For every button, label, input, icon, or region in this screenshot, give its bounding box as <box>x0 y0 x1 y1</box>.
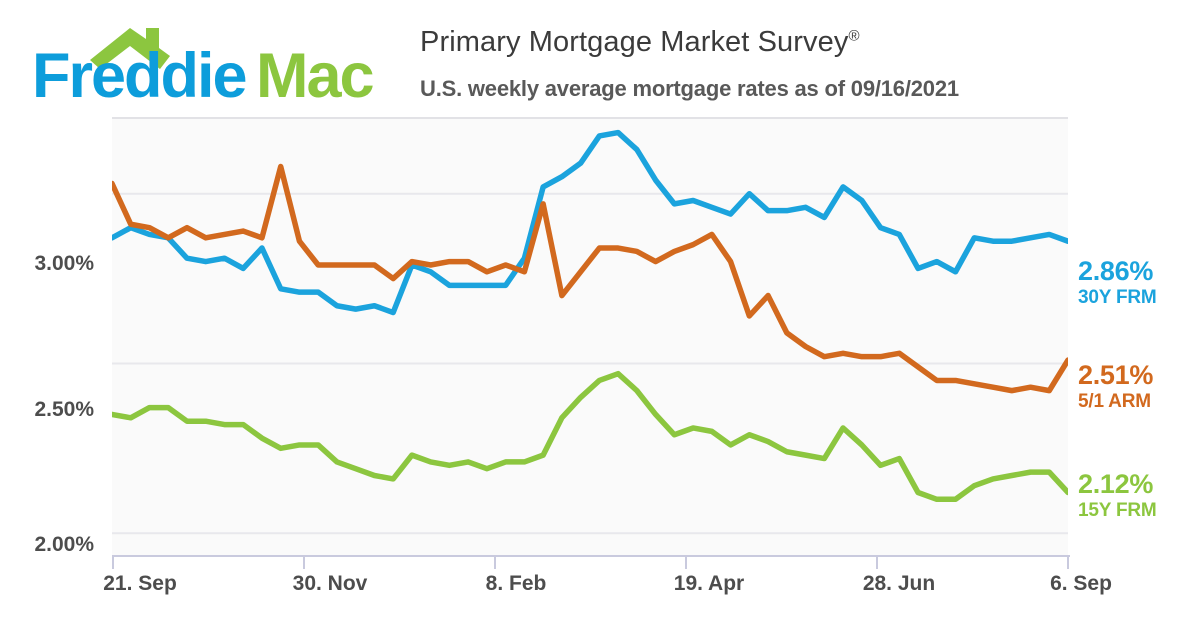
freddie-mac-logo: Freddie Mac <box>28 20 398 110</box>
gridlines <box>112 192 1068 535</box>
series-label-15y-frm: 2.12% 15Y FRM <box>1078 471 1157 523</box>
series-value-15y-frm: 2.12% <box>1078 469 1154 499</box>
x-axis-line <box>112 555 1070 557</box>
series-name-30y-frm: 30Y FRM <box>1078 287 1157 308</box>
x-tick-mark-2 <box>303 556 305 569</box>
x-tick-mark-3 <box>494 556 496 569</box>
series-line-30y-frm <box>112 129 1068 316</box>
series-value-5-1-arm: 2.51% <box>1078 360 1154 390</box>
series-label-5-1-arm: 2.51% 5/1 ARM <box>1078 362 1153 414</box>
series-line-15y-frm <box>112 370 1068 503</box>
series-label-30y-frm: 2.86% 30Y FRM <box>1078 258 1157 310</box>
y-axis-tick-2: 2.50% <box>34 398 94 421</box>
x-tick-mark-5 <box>876 556 878 569</box>
series-name-5-1-arm: 5/1 ARM <box>1078 391 1151 412</box>
chart-svg <box>112 129 1068 535</box>
x-axis-tick-2: 30. Nov <box>292 572 368 595</box>
logo-text-mac: Mac <box>256 41 374 110</box>
series-name-15y-frm: 15Y FRM <box>1078 500 1157 521</box>
x-axis-tick-6: 6. Sep <box>1050 572 1112 595</box>
chart-plot-area <box>112 117 1068 557</box>
house-roof-icon <box>90 28 170 69</box>
x-axis-tick-4: 19. Apr <box>673 572 745 595</box>
y-axis-tick-3: 3.00% <box>34 252 94 275</box>
x-tick-mark-1 <box>112 556 114 569</box>
x-axis-tick-1: 21. Sep <box>103 572 177 595</box>
x-axis-tick-5: 28. Jun <box>862 572 936 595</box>
title-text: Primary Mortgage Market Survey <box>420 26 849 58</box>
x-tick-mark-6 <box>1067 556 1069 569</box>
x-tick-mark-4 <box>685 556 687 569</box>
registered-mark: ® <box>848 27 860 45</box>
page-subtitle: U.S. weekly average mortgage rates as of… <box>420 76 959 101</box>
logo-text-freddie: Freddie <box>32 41 246 110</box>
page-title: Primary Mortgage Market Survey® <box>420 26 860 59</box>
series-lines <box>112 129 1068 503</box>
y-axis-tick-1: 2.00% <box>34 533 94 556</box>
series-line-5-1-arm <box>112 163 1068 394</box>
x-axis-tick-3: 8. Feb <box>485 572 547 595</box>
series-value-30y-frm: 2.86% <box>1078 256 1154 286</box>
